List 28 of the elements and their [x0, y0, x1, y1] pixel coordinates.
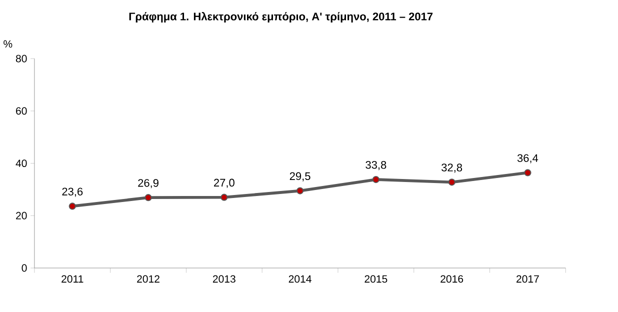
x-tick-label: 2013 [212, 275, 236, 283]
y-tick-label: 80 [16, 54, 27, 62]
point [296, 187, 304, 194]
x-tick-label: 2012 [137, 275, 160, 283]
y-tick-label: 60 [16, 107, 27, 115]
data-label: 29,5 [290, 172, 310, 182]
point [524, 169, 532, 176]
data-label: 23,6 [62, 188, 83, 197]
x-tick-label: 2011 [62, 275, 84, 283]
point [68, 202, 76, 210]
x-tick-label: 2016 [440, 275, 464, 283]
data-label: 36,4 [517, 154, 538, 164]
point [144, 194, 152, 202]
y-tick-label: 0 [22, 264, 27, 272]
point [448, 178, 456, 186]
x-tick-label: 2017 [516, 275, 539, 283]
data-label: 26,9 [138, 178, 158, 188]
chart-title: Γράφημα 1. Ηλεκτρονικό εμπόριο, Α' τρίμηνο, 2011 – 2017 [129, 12, 433, 22]
x-tick-label: 2014 [288, 275, 312, 283]
data-label: 32,8 [442, 164, 462, 173]
x-tick-label: 2015 [364, 275, 388, 283]
point [220, 194, 228, 201]
data-label: 27,0 [214, 178, 234, 188]
point [372, 176, 380, 183]
y-tick-label: 20 [16, 212, 27, 220]
y-tick-label: 40 [16, 159, 27, 167]
data-label: 33,8 [366, 160, 386, 170]
y-axis-title: % [4, 40, 12, 48]
